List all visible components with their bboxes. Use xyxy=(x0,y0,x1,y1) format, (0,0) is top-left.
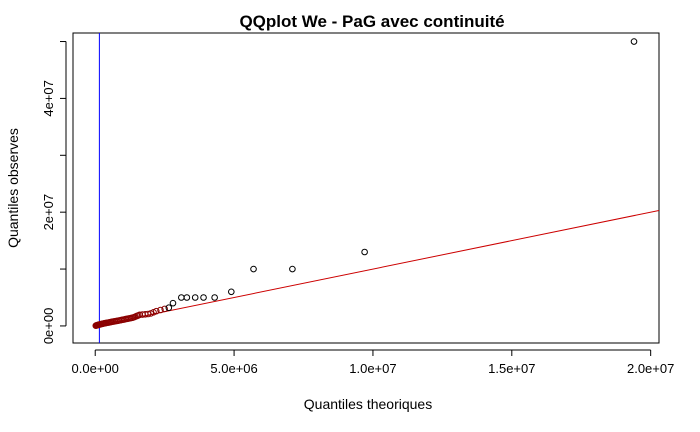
data-point xyxy=(178,294,185,301)
x-tick-label: 0.0e+00 xyxy=(72,361,119,376)
x-axis: 0.0e+00 5.0e+06 1.0e+07 1.5e+07 2.0e+07 xyxy=(72,349,674,376)
data-point xyxy=(361,248,368,256)
data-point xyxy=(183,294,191,301)
data-point xyxy=(228,288,235,296)
x-tick-label: 2.0e+07 xyxy=(627,361,674,376)
data-point xyxy=(211,294,218,301)
data-point xyxy=(289,265,296,273)
chart-title: QQplot We - PaG avec continuité xyxy=(239,12,504,31)
data-point xyxy=(200,294,207,301)
data-point xyxy=(250,265,257,273)
plot-box xyxy=(72,32,660,344)
y-tick-label: 0e+00 xyxy=(41,308,56,345)
x-tick-label: 5.0e+06 xyxy=(210,361,257,376)
y-tick-label: 2e+07 xyxy=(41,194,56,231)
x-tick-label: 1.5e+07 xyxy=(488,361,535,376)
y-axis-label: Quantiles observes xyxy=(5,128,21,248)
data-point xyxy=(161,305,168,313)
data-point xyxy=(153,307,160,315)
y-axis: 0e+00 2e+07 4e+07 xyxy=(41,41,67,345)
reference-line xyxy=(95,209,659,327)
data-point xyxy=(630,38,638,45)
data-point xyxy=(169,299,177,307)
data-point xyxy=(165,304,173,312)
x-axis-label: Quantiles theoriques xyxy=(304,396,432,412)
data-points xyxy=(92,38,638,329)
y-tick-label: 4e+07 xyxy=(41,80,56,117)
data-point xyxy=(157,306,164,314)
data-point xyxy=(191,294,199,301)
x-tick-label: 1.0e+07 xyxy=(349,361,396,376)
